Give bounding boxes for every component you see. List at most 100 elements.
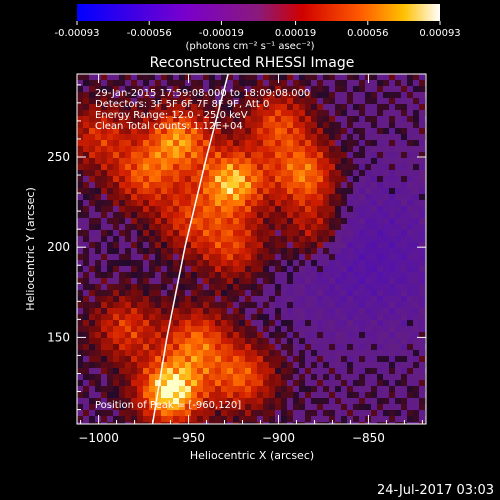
- heatmap-cell: [317, 320, 323, 326]
- heatmap-cell: [341, 416, 347, 422]
- heatmap-cell: [215, 86, 221, 92]
- heatmap-cell: [401, 212, 407, 218]
- heatmap-cell: [365, 302, 371, 308]
- heatmap-cell: [77, 164, 83, 170]
- heatmap-cell: [209, 338, 215, 344]
- heatmap-cell: [167, 308, 173, 314]
- heatmap-cell: [203, 374, 209, 380]
- heatmap-cell: [389, 188, 395, 194]
- heatmap-cell: [197, 380, 203, 386]
- heatmap-cell: [377, 212, 383, 218]
- heatmap-cell: [191, 110, 197, 116]
- heatmap-cell: [137, 338, 143, 344]
- heatmap-cell: [125, 230, 131, 236]
- heatmap-cell: [323, 314, 329, 320]
- heatmap-cell: [341, 206, 347, 212]
- heatmap-cell: [329, 398, 335, 404]
- heatmap-cell: [221, 404, 227, 410]
- heatmap-cell: [143, 254, 149, 260]
- heatmap-cell: [101, 230, 107, 236]
- heatmap-cell: [305, 356, 311, 362]
- heatmap-cell: [155, 284, 161, 290]
- heatmap-cell: [377, 260, 383, 266]
- heatmap-cell: [323, 92, 329, 98]
- heatmap-cell: [89, 206, 95, 212]
- heatmap-cell: [173, 194, 179, 200]
- heatmap-cell: [299, 164, 305, 170]
- heatmap-cell: [83, 272, 89, 278]
- heatmap-cell: [155, 404, 161, 410]
- heatmap-cell: [317, 188, 323, 194]
- heatmap-cell: [239, 98, 245, 104]
- heatmap-cell: [113, 74, 119, 80]
- heatmap-cell: [203, 278, 209, 284]
- heatmap-cell: [335, 320, 341, 326]
- heatmap-cell: [179, 212, 185, 218]
- heatmap-cell: [89, 134, 95, 140]
- heatmap-cell: [395, 386, 401, 392]
- heatmap-cell: [209, 104, 215, 110]
- heatmap-cell: [359, 338, 365, 344]
- heatmap-cell: [215, 266, 221, 272]
- heatmap-cell: [173, 398, 179, 404]
- heatmap-cell: [305, 170, 311, 176]
- heatmap-cell: [227, 242, 233, 248]
- heatmap-cell: [311, 344, 317, 350]
- heatmap-cell: [113, 254, 119, 260]
- heatmap-cell: [371, 140, 377, 146]
- heatmap-cell: [407, 362, 413, 368]
- heatmap-cell: [317, 134, 323, 140]
- heatmap-cell: [359, 302, 365, 308]
- heatmap-cell: [407, 422, 413, 424]
- heatmap-cell: [395, 314, 401, 320]
- heatmap-cell: [89, 290, 95, 296]
- heatmap-cell: [191, 314, 197, 320]
- heatmap-cell: [317, 338, 323, 344]
- heatmap-cell: [269, 188, 275, 194]
- heatmap-cell: [233, 116, 239, 122]
- heatmap-cell: [191, 272, 197, 278]
- heatmap-cell: [155, 86, 161, 92]
- heatmap-cell: [269, 194, 275, 200]
- heatmap-cell: [335, 98, 341, 104]
- heatmap-cell: [365, 398, 371, 404]
- heatmap-cell: [365, 368, 371, 374]
- heatmap-cell: [413, 350, 419, 356]
- heatmap-cell: [95, 98, 101, 104]
- heatmap-cell: [377, 398, 383, 404]
- heatmap-cell: [407, 248, 413, 254]
- heatmap-cell: [257, 164, 263, 170]
- heatmap-cell: [395, 188, 401, 194]
- heatmap-cell: [173, 242, 179, 248]
- heatmap-cell: [269, 98, 275, 104]
- heatmap-cell: [77, 416, 83, 422]
- heatmap-cell: [275, 146, 281, 152]
- heatmap-cell: [383, 254, 389, 260]
- heatmap-cell: [419, 200, 425, 206]
- heatmap-cell: [383, 236, 389, 242]
- heatmap-cell: [251, 284, 257, 290]
- heatmap-cell: [77, 128, 83, 134]
- heatmap-cell: [173, 164, 179, 170]
- heatmap-cell: [89, 110, 95, 116]
- heatmap-cell: [323, 134, 329, 140]
- heatmap-cell: [203, 392, 209, 398]
- heatmap-cell: [311, 248, 317, 254]
- heatmap-cell: [257, 158, 263, 164]
- heatmap-cell: [365, 110, 371, 116]
- heatmap-cell: [305, 224, 311, 230]
- heatmap-cell: [311, 332, 317, 338]
- heatmap-cell: [131, 278, 137, 284]
- heatmap-cell: [287, 104, 293, 110]
- heatmap-cell: [113, 128, 119, 134]
- heatmap-cell: [347, 182, 353, 188]
- heatmap-cell: [335, 230, 341, 236]
- heatmap-cell: [233, 236, 239, 242]
- heatmap-cell: [293, 170, 299, 176]
- heatmap-cell: [101, 398, 107, 404]
- heatmap-cell: [377, 356, 383, 362]
- heatmap-cell: [287, 98, 293, 104]
- heatmap-cell: [317, 170, 323, 176]
- heatmap-cell: [83, 332, 89, 338]
- heatmap-cell: [305, 272, 311, 278]
